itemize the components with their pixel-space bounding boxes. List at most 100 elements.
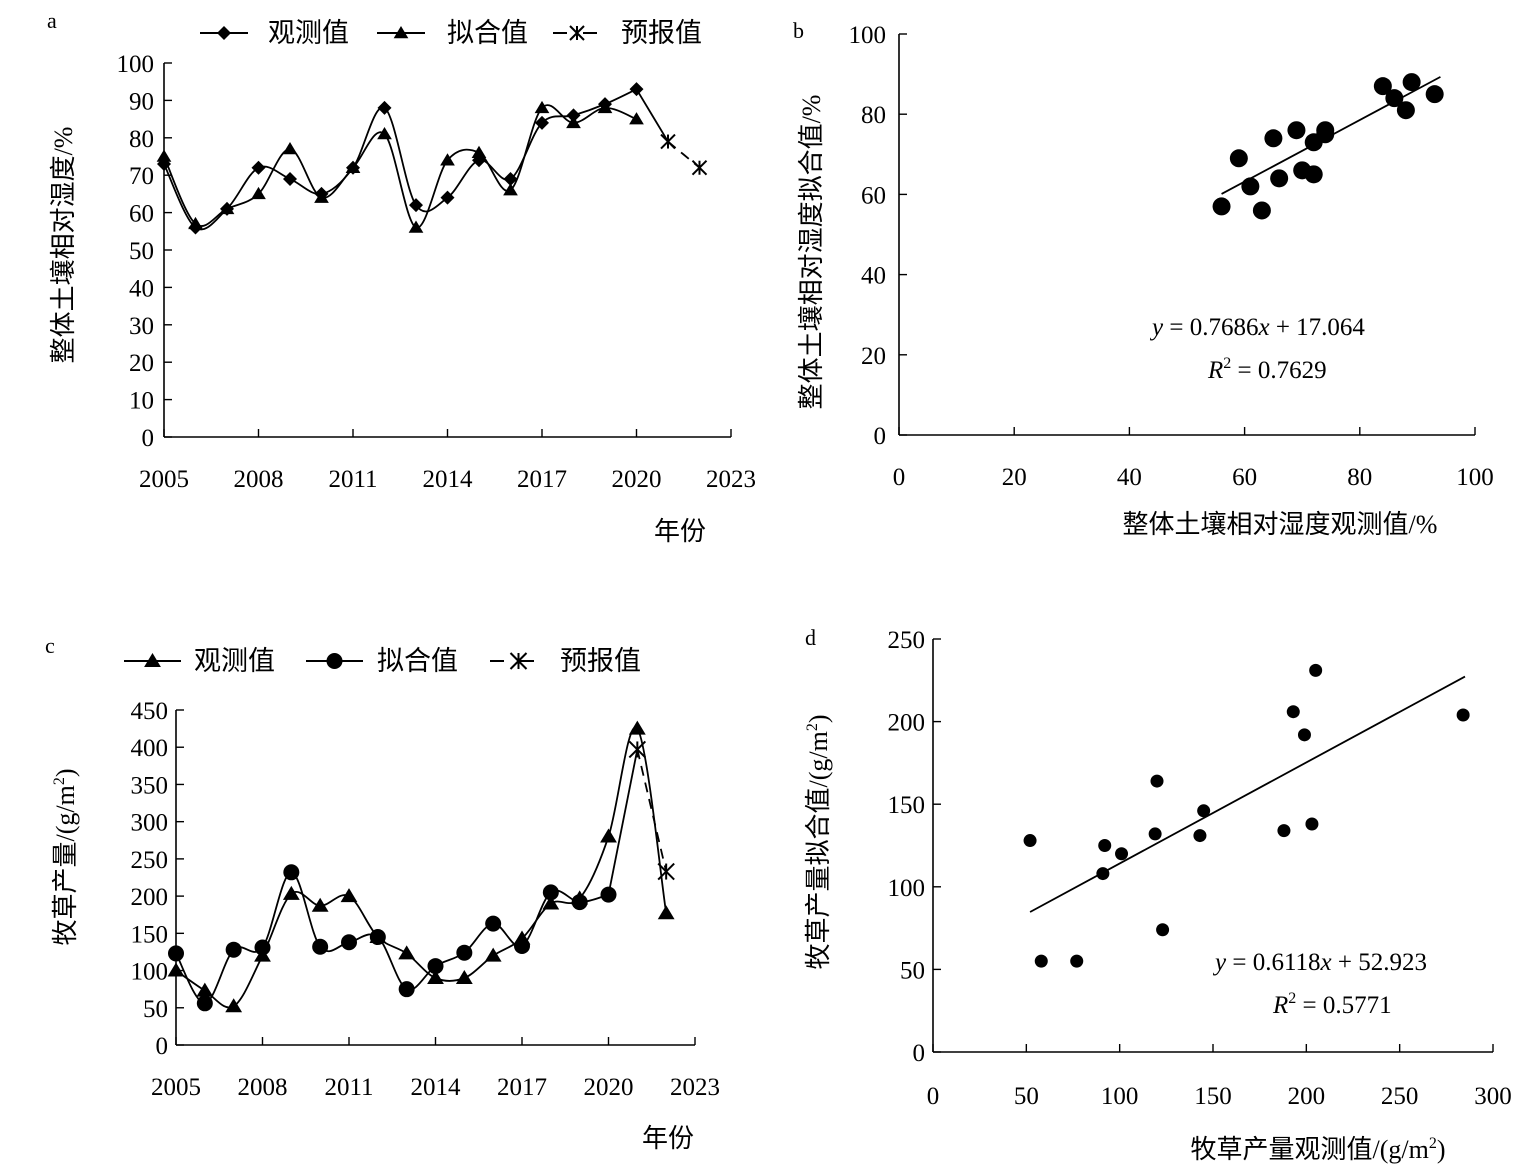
panel-d-y-axis-label: 牧草产量拟合值/(g/m2) — [804, 714, 833, 969]
panel-d-x-tick-label-0: 0 — [927, 1083, 940, 1110]
panel-c-series-1-point-6 — [341, 934, 357, 951]
panel-c-legend-marker-2 — [509, 652, 528, 670]
panel-d-r2-val: = 0.5771 — [1296, 992, 1391, 1019]
panel-c-series-0-point-15 — [600, 828, 617, 843]
panel-d-axes: 0 50 100 150 200 250 300 0 50 100 150 200 250 — [888, 627, 1512, 1110]
panel-c-ylabel-sup: 2 — [51, 777, 68, 785]
panel-a-x-axis-label: 年份 — [654, 517, 706, 546]
panel-b-y-tick-label-0: 0 — [874, 423, 887, 450]
panel-c-legend-label-2: 预报值 — [560, 646, 641, 676]
panel-a-legend: 观测值 拟合值 预报值 — [200, 18, 702, 48]
panel-c-y-tick-label-5: 250 — [131, 847, 169, 874]
panel-c-x-axis-label: 年份 — [642, 1124, 694, 1153]
panel-d-ylabel-sup: 2 — [804, 723, 821, 731]
panel-a-legend-label-2: 预报值 — [621, 18, 702, 48]
panel-a-label: a — [47, 8, 57, 33]
panel-b-x-tick-label-0: 0 — [893, 464, 906, 491]
panel-b-x-tick-label-5: 100 — [1456, 464, 1494, 491]
panel-c-series-0-point-4 — [282, 885, 300, 900]
panel-d-point-11 — [1277, 824, 1291, 838]
panel-a-series-2-point-1 — [691, 160, 708, 176]
panel-b-point-4 — [1264, 129, 1283, 148]
panel-c-series-0-point-8 — [398, 945, 416, 960]
panel-d-x-axis-label: 牧草产量观测值/(g/m2) — [1190, 1135, 1445, 1164]
panel-d-y-tick-label-3: 150 — [888, 792, 926, 819]
panel-c-axes: 2005 2008 2011 2014 2017 2020 2023 0 50 100 150 200… — [131, 698, 721, 1101]
panel-d-trendline — [1029, 675, 1466, 913]
panel-d-y-tick-label-5: 250 — [888, 627, 926, 654]
panel-a-legend-marker-2 — [569, 25, 585, 41]
panel-a-series-0-point-3 — [251, 160, 266, 175]
panel-c-series-line-1 — [175, 871, 609, 1005]
panel-a-series-1-point-3 — [251, 186, 266, 200]
panel-a-series-1-point-0 — [156, 149, 172, 162]
panel-c-legend-marker-0 — [144, 653, 161, 667]
panel-a-y-tick-label-6: 60 — [129, 201, 154, 228]
panel-d-y-tick-label-0: 0 — [913, 1040, 926, 1067]
panel-c-series-0-point-9 — [427, 970, 444, 984]
panel-d-scatter-chart: d 0 50 100 150 200 250 300 0 50 100 150 200 250 y = … — [804, 625, 1512, 1164]
panel-c-series-1-point-1 — [196, 995, 213, 1012]
panel-c-series-1-point-8 — [398, 981, 415, 998]
panel-b-scatter-chart: b 0 20 40 60 80 100 0 20 40 60 80 100 y = 0.7686x +… — [793, 18, 1494, 539]
panel-d-point-0 — [1023, 834, 1037, 848]
panel-a-series-0-point-8 — [409, 198, 423, 213]
panel-d-y-tick-label-1: 50 — [900, 957, 925, 984]
panel-d-label: d — [805, 625, 816, 650]
panel-d-r2-sup: 2 — [1288, 990, 1296, 1007]
panel-b-y-tick-label-1: 20 — [861, 343, 886, 370]
panel-a-y-tick-label-0: 0 — [142, 425, 155, 452]
panel-a-series-1-point-11 — [503, 183, 518, 196]
panel-d-point-7 — [1150, 774, 1164, 788]
panel-c-y-tick-label-2: 100 — [131, 959, 169, 986]
panel-a-legend-marker-0 — [217, 26, 231, 40]
panel-c-series-1-point-5 — [312, 938, 329, 955]
panel-c-y-tick-label-8: 400 — [131, 735, 169, 762]
panel-d-ylabel-main: 牧草产量拟合值/(g/m — [804, 731, 833, 969]
panel-d-x-tick-label-3: 150 — [1194, 1083, 1232, 1110]
panel-d-point-14 — [1305, 817, 1319, 831]
panel-c-ylabel-close: ) — [51, 768, 80, 777]
panel-a-series-0-point-7 — [377, 100, 392, 115]
panel-d-point-2 — [1070, 954, 1084, 968]
panel-c-line-chart: c 观测值 拟合值 预报值 2005 2008 2011 2014 2017 2020 2023… — [45, 633, 720, 1153]
panel-a-y-tick-label-5: 50 — [129, 238, 154, 265]
panel-c-y-tick-label-1: 50 — [143, 996, 168, 1023]
panel-c-series-1-point-3 — [254, 939, 271, 956]
panel-a-x-tick-label-6: 2023 — [706, 466, 756, 493]
panel-d-r2-r: R — [1272, 992, 1288, 1019]
panel-b-x-tick-label-3: 60 — [1232, 464, 1257, 491]
panel-b-y-tick-label-3: 60 — [861, 182, 886, 209]
panel-a-legend-marker-1 — [393, 26, 409, 39]
panel-b-y-tick-label-2: 40 — [861, 263, 886, 290]
panel-d-eq-y: y — [1212, 949, 1227, 976]
panel-a-x-tick-label-1: 2008 — [234, 466, 284, 493]
panel-b-r2-val: = 0.7629 — [1231, 357, 1326, 384]
panel-b-point-13 — [1385, 89, 1404, 108]
panel-c-ylabel-main: 牧草产量/(g/m — [51, 785, 80, 945]
panel-a-series-1-point-2 — [219, 201, 235, 215]
panel-d-point-12 — [1286, 705, 1300, 719]
panel-a-series-1-point-6 — [345, 160, 361, 173]
panel-b-point-3 — [1252, 201, 1271, 220]
panel-c-x-tick-label-5: 2020 — [584, 1074, 634, 1101]
panel-b-x-tick-label-4: 80 — [1347, 464, 1372, 491]
panel-a-x-tick-label-2: 2011 — [328, 466, 377, 493]
panel-c-series-1-point-9 — [427, 958, 444, 975]
panel-a-y-tick-label-2: 20 — [129, 350, 154, 377]
panel-b-x-axis-label: 整体土壤相对湿度观测值/% — [1123, 510, 1438, 539]
panel-d-xlabel-close: ) — [1437, 1135, 1446, 1164]
panel-d-point-13 — [1297, 728, 1311, 742]
panel-d-equation: y = 0.6118x + 52.923 — [1212, 949, 1427, 976]
panel-c-y-tick-label-3: 150 — [131, 921, 169, 948]
panel-b-point-12 — [1373, 77, 1392, 96]
panel-c-x-tick-label-4: 2017 — [497, 1074, 547, 1101]
panel-c-forecast-connector — [607, 749, 639, 895]
panel-a-series-0-point-11 — [503, 171, 518, 186]
panel-b-y-axis-label: 整体土壤相对湿度拟合值/% — [797, 95, 826, 410]
panel-c-series-0-point-11 — [484, 947, 502, 962]
panel-c-series-1-point-4 — [283, 864, 300, 881]
panel-d-marks — [1023, 663, 1470, 968]
panel-a-x-tick-label-5: 2020 — [612, 466, 662, 493]
